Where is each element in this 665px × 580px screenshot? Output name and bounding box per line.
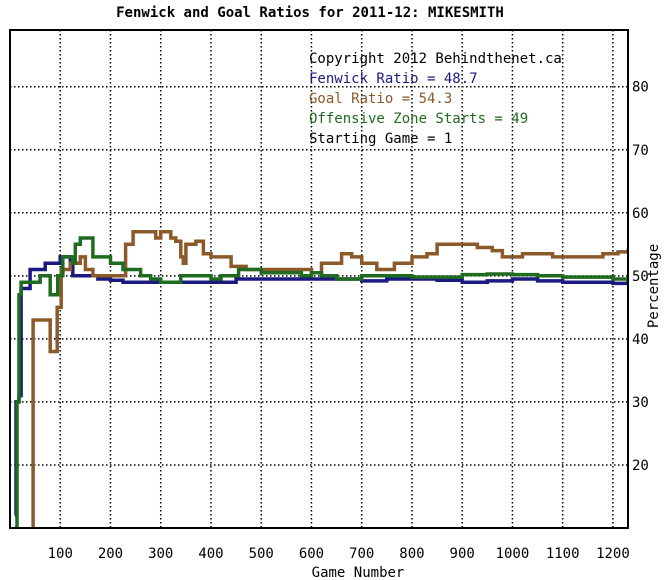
y-tick-label: 80 <box>632 80 649 96</box>
series-line-offensive-zone-starts <box>15 236 628 528</box>
legend-goal: Goal Ratio = 54.3 <box>309 91 452 107</box>
x-tick-label: 900 <box>450 546 475 562</box>
x-tick-label: 1100 <box>546 546 580 562</box>
legend-copyright: Copyright 2012 Behindthenet.ca <box>309 51 562 67</box>
series-lines <box>14 229 628 528</box>
x-tick-label: 200 <box>98 546 123 562</box>
chart-title: Fenwick and Goal Ratios for 2011-12: MIK… <box>116 5 504 21</box>
x-tick-label: 400 <box>198 546 223 562</box>
x-tick-label: 700 <box>349 546 374 562</box>
plot-border <box>9 29 629 529</box>
x-tick-label: 1200 <box>596 546 630 562</box>
x-tick-label: 300 <box>148 546 173 562</box>
x-tick-label: 800 <box>399 546 424 562</box>
series-line-goal-ratio <box>31 229 628 528</box>
x-tick-labels: 100 200 300 400 500 600 700 800 900 1000 1100 1200 <box>48 546 630 562</box>
y-tick-label: 50 <box>632 269 649 285</box>
x-tick-label: 600 <box>299 546 324 562</box>
x-tick-label: 100 <box>48 546 73 562</box>
y-axis-label: Percentage <box>646 244 662 328</box>
legend-ozs: Offensive Zone Starts = 49 <box>309 111 528 127</box>
y-tick-label: 20 <box>632 458 649 474</box>
legend-fenwick: Fenwick Ratio = 48.7 <box>309 71 478 87</box>
legend: Copyright 2012 Behindthenet.ca Fenwick R… <box>309 51 562 147</box>
x-axis-label: Game Number <box>312 565 405 580</box>
legend-starting-game: Starting Game = 1 <box>309 131 452 147</box>
plot-frame <box>9 29 629 529</box>
x-tick-label: 500 <box>249 546 274 562</box>
y-tick-label: 70 <box>632 143 649 159</box>
y-tick-label: 30 <box>632 395 649 411</box>
y-tick-label: 60 <box>632 206 649 222</box>
y-tick-label: 40 <box>632 332 649 348</box>
y-tick-labels: 20 30 40 50 60 70 80 <box>632 80 649 474</box>
x-tick-label: 1000 <box>496 546 530 562</box>
